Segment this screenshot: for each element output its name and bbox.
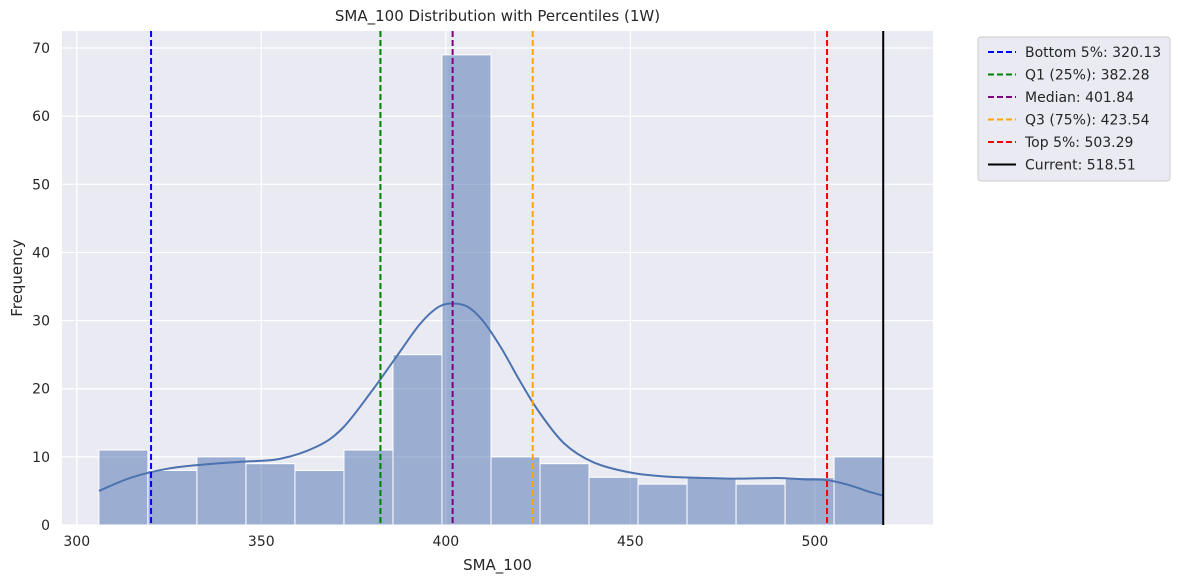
x-tick-label: 350 bbox=[248, 534, 275, 550]
histogram-bar bbox=[735, 483, 786, 526]
legend-entry: Bottom 5%: 320.13 bbox=[1025, 45, 1161, 61]
x-tick-label: 450 bbox=[617, 534, 644, 550]
legend-entry: Top 5%: 503.29 bbox=[1024, 135, 1133, 151]
x-axis-ticks: 300 350 400 450 500 bbox=[63, 534, 828, 550]
histogram-bar bbox=[588, 476, 639, 526]
legend-entry: Q1 (25%): 382.28 bbox=[1025, 68, 1150, 84]
histogram-bar bbox=[294, 469, 345, 526]
plot-area bbox=[62, 31, 933, 525]
histogram-bar bbox=[245, 463, 296, 526]
percentile-lines bbox=[150, 31, 885, 525]
legend-entry: Median: 401.84 bbox=[1025, 90, 1134, 106]
x-tick-label: 500 bbox=[802, 534, 829, 550]
histogram-bar bbox=[637, 483, 688, 526]
chart-title: SMA_100 Distribution with Percentiles (1… bbox=[335, 7, 660, 26]
y-tick-label: 40 bbox=[32, 245, 50, 261]
y-axis-label: Frequency bbox=[8, 239, 26, 317]
x-tick-label: 300 bbox=[63, 534, 90, 550]
legend: Bottom 5%: 320.13 Q1 (25%): 382.28 Median:… bbox=[977, 36, 1171, 182]
y-tick-label: 0 bbox=[41, 518, 50, 534]
legend-box bbox=[977, 36, 1171, 182]
kde-curve bbox=[98, 302, 884, 497]
histogram-bar bbox=[343, 449, 394, 526]
y-tick-label: 10 bbox=[32, 450, 50, 466]
histogram-bar bbox=[784, 476, 835, 526]
x-axis-label: SMA_100 bbox=[463, 556, 532, 575]
histogram-bar bbox=[392, 354, 443, 526]
histogram-bar bbox=[833, 456, 884, 526]
y-tick-label: 30 bbox=[32, 314, 50, 330]
histogram-bar bbox=[196, 456, 247, 526]
histogram-bar bbox=[539, 463, 590, 526]
y-tick-label: 50 bbox=[32, 177, 50, 193]
legend-entry: Q3 (75%): 423.54 bbox=[1025, 113, 1150, 129]
y-tick-label: 20 bbox=[32, 382, 50, 398]
y-axis-ticks: 0 10 20 30 40 50 60 70 bbox=[32, 41, 50, 534]
histogram-bar bbox=[441, 54, 492, 526]
y-tick-label: 60 bbox=[32, 109, 50, 125]
x-tick-label: 400 bbox=[432, 534, 459, 550]
legend-entry: Current: 518.51 bbox=[1025, 158, 1136, 174]
histogram-bar bbox=[686, 476, 737, 526]
histogram-bar bbox=[147, 469, 198, 526]
y-tick-label: 70 bbox=[32, 41, 50, 57]
